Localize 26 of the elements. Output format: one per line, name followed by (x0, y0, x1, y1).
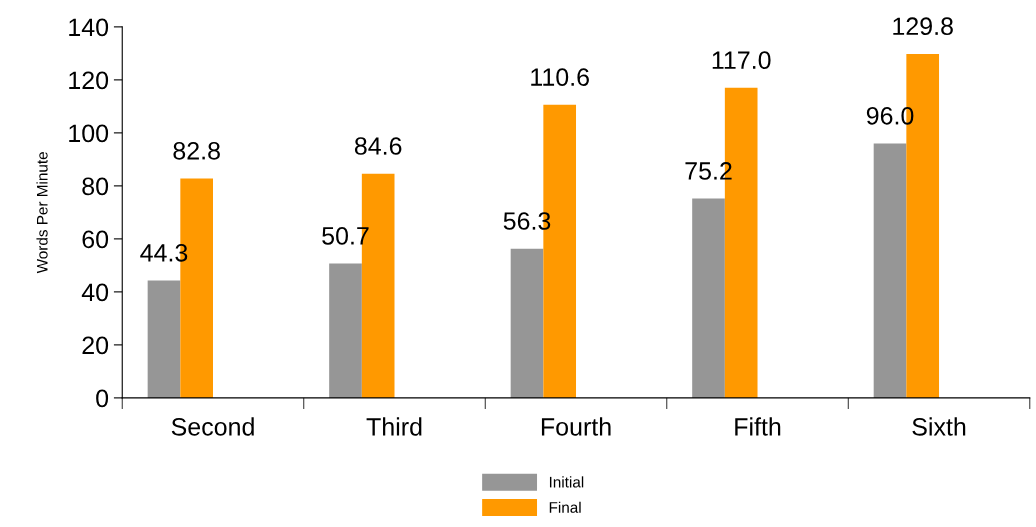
x-tick-label: Sixth (912, 417, 966, 436)
y-tick-label: 120 (69, 71, 109, 90)
data-label: 84.6 (354, 137, 402, 155)
bar (692, 198, 725, 398)
x-tick-label: Fifth (735, 417, 781, 436)
x-tick-label: Second (171, 417, 254, 436)
bar (329, 263, 362, 398)
legend-label: Initial (549, 476, 584, 488)
y-tick-label: 40 (81, 283, 109, 302)
y-tick-label: 80 (82, 177, 109, 196)
y-tick-label: 20 (82, 336, 109, 355)
y-tick-label: 0 (96, 389, 109, 408)
y-tick-label: 60 (82, 230, 109, 249)
bar (147, 280, 181, 398)
y-axis-title: Words Per Minute (36, 152, 48, 274)
x-tick-label: Third (366, 417, 422, 436)
y-tick-label: 140 (69, 18, 109, 37)
legend-label: Final (549, 501, 581, 513)
data-label: 82.8 (173, 141, 220, 160)
bar (510, 248, 544, 398)
data-label: 110.6 (531, 68, 589, 86)
x-tick-label: Fourth (541, 417, 611, 436)
data-label: 117.0 (712, 51, 771, 69)
data-label: 129.8 (893, 17, 953, 36)
y-tick-label: 100 (69, 124, 109, 143)
bar (873, 143, 907, 398)
